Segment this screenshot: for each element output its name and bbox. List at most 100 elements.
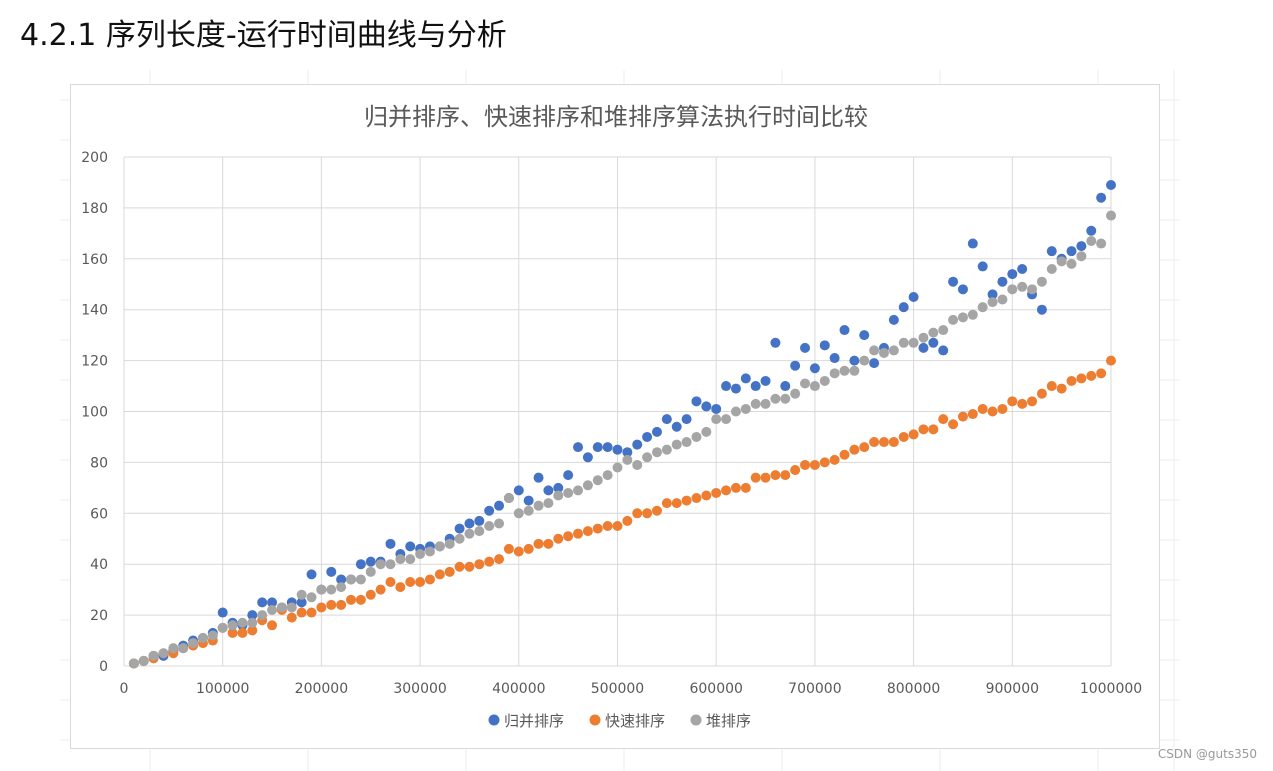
data-point — [454, 523, 465, 534]
data-point — [1027, 396, 1038, 407]
data-point — [494, 518, 505, 529]
data-point — [1076, 373, 1087, 384]
x-tick-label: 800000 — [887, 681, 940, 697]
data-point — [336, 582, 347, 593]
data-point — [869, 345, 880, 356]
data-point — [938, 414, 949, 425]
data-point — [573, 485, 584, 496]
data-point — [849, 355, 860, 366]
data-point — [1007, 396, 1018, 407]
data-point — [730, 383, 741, 394]
data-point — [681, 414, 692, 425]
data-point — [474, 515, 485, 526]
data-point — [346, 594, 357, 605]
x-tick-label: 100000 — [196, 681, 249, 697]
data-point — [424, 546, 435, 557]
x-tick-label: 900000 — [986, 681, 1039, 697]
data-point — [987, 289, 998, 300]
data-point — [790, 360, 801, 371]
data-point — [701, 426, 712, 437]
data-point — [750, 398, 761, 409]
data-point — [346, 574, 357, 585]
data-point — [336, 599, 347, 610]
y-tick-label: 20 — [90, 608, 108, 624]
data-point — [415, 577, 426, 588]
data-point — [780, 470, 791, 481]
data-point — [247, 610, 258, 621]
data-point — [563, 470, 574, 481]
data-point — [1056, 256, 1067, 267]
data-point — [1066, 246, 1077, 257]
data-point — [632, 508, 643, 519]
data-point — [1086, 225, 1097, 236]
data-point — [642, 452, 653, 463]
series-2 — [128, 355, 1116, 669]
data-point — [859, 442, 870, 453]
x-tick-label: 400000 — [492, 681, 545, 697]
data-point — [898, 337, 909, 348]
data-point — [691, 396, 702, 407]
x-tick-label: 300000 — [393, 681, 446, 697]
chart-title: 归并排序、快速排序和堆排序算法执行时间比较 — [364, 103, 868, 131]
legend-label-1: 归并排序 — [504, 712, 564, 730]
data-point — [770, 470, 781, 481]
data-point — [602, 442, 613, 453]
data-point — [671, 421, 682, 432]
data-point — [464, 518, 475, 529]
data-point — [563, 531, 574, 542]
data-point — [405, 577, 416, 588]
data-point — [424, 574, 435, 585]
data-point — [316, 602, 327, 613]
data-point — [898, 431, 909, 442]
data-point — [888, 437, 899, 448]
data-point — [819, 340, 830, 351]
chart-area[interactable]: 0 20 40 60 80 100 120 140 160 180 200 0 100000 20000… — [70, 84, 1160, 749]
data-point — [938, 345, 949, 356]
y-tick-label: 80 — [90, 455, 108, 471]
data-point — [770, 337, 781, 348]
legend-label-2: 快速排序 — [605, 712, 665, 730]
data-point — [592, 475, 603, 486]
data-point — [869, 437, 880, 448]
data-point — [1096, 238, 1107, 249]
data-point — [711, 414, 722, 425]
data-point — [217, 622, 228, 633]
data-point — [721, 414, 732, 425]
data-point — [474, 559, 485, 570]
data-point — [474, 526, 485, 537]
data-point — [1046, 263, 1057, 274]
legend-label-3: 堆排序 — [706, 712, 751, 730]
data-point — [355, 594, 366, 605]
data-point — [326, 566, 337, 577]
data-point — [632, 459, 643, 470]
series-3 — [128, 210, 1116, 669]
data-point — [681, 495, 692, 506]
data-point — [553, 490, 564, 501]
data-point — [1017, 398, 1028, 409]
y-tick-label: 100 — [81, 405, 108, 421]
data-point — [800, 459, 811, 470]
data-point — [997, 403, 1008, 414]
data-point — [908, 429, 919, 440]
data-point — [247, 617, 258, 628]
data-point — [760, 398, 771, 409]
data-point — [1056, 383, 1067, 394]
x-tick-label: 1000000 — [1080, 681, 1142, 697]
data-point — [839, 325, 850, 336]
x-tick-label: 600000 — [689, 681, 742, 697]
data-point — [1036, 276, 1047, 287]
data-point — [651, 447, 662, 458]
data-point — [355, 574, 366, 585]
data-point — [612, 462, 623, 473]
data-point — [286, 602, 297, 613]
data-point — [375, 584, 386, 595]
data-point — [918, 342, 929, 353]
data-point — [809, 381, 820, 392]
legend-marker-3 — [690, 714, 702, 726]
data-point — [365, 566, 376, 577]
data-point — [859, 355, 870, 366]
data-point — [503, 493, 514, 504]
data-point — [622, 515, 633, 526]
data-point — [918, 332, 929, 343]
data-point — [543, 485, 554, 496]
